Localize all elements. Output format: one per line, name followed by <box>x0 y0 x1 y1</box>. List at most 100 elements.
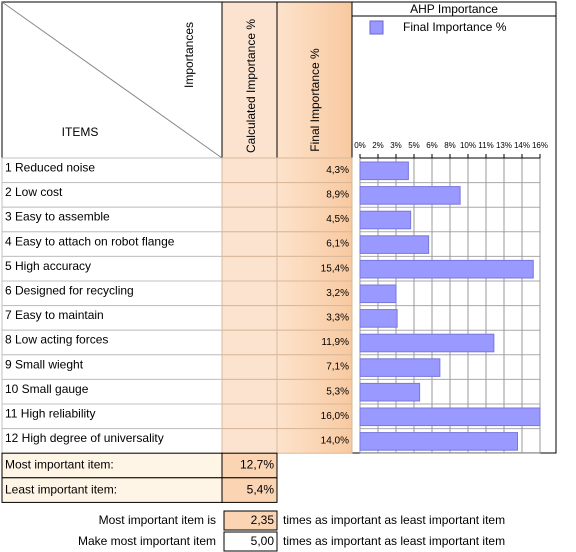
summary-value: 5,4% <box>247 482 275 496</box>
item-label: 11 High reliability <box>5 406 96 420</box>
item-cell <box>1 428 223 454</box>
item-label: 9 Small wieght <box>5 357 84 371</box>
final-cell <box>276 157 353 184</box>
item-label: 10 Small gauge <box>5 382 89 396</box>
x-tick-label: 0% <box>354 141 366 150</box>
item-cell <box>1 182 223 208</box>
bar <box>359 186 461 205</box>
bar <box>359 161 409 181</box>
summary-label: Most important item: <box>5 458 114 472</box>
diagonal <box>1 1 223 159</box>
calc-cell <box>221 329 278 356</box>
calc-cell <box>221 403 278 430</box>
summary-value-cell <box>221 452 278 479</box>
final-value: 3,2% <box>326 288 349 299</box>
final-cell <box>276 329 353 356</box>
summary-label: Least important item: <box>5 482 117 496</box>
final-value: 15,4% <box>321 263 349 274</box>
item-label: 1 Reduced noise <box>5 160 95 174</box>
calc-cell <box>221 231 278 257</box>
item-label: 3 Easy to assemble <box>5 210 110 224</box>
bar <box>359 210 412 230</box>
bar <box>359 235 430 254</box>
bar <box>359 259 534 279</box>
header-label: ITEMS <box>62 125 99 139</box>
bar <box>359 432 518 451</box>
final-value: 8,9% <box>326 190 349 201</box>
ratio-cell <box>223 531 278 552</box>
item-cell <box>1 403 223 430</box>
calc-cell <box>221 428 278 454</box>
item-label: 12 High degree of universality <box>5 431 164 445</box>
x-tick-label: 3% <box>390 141 402 150</box>
calc-cell <box>221 157 278 184</box>
item-label: 6 Designed for recycling <box>5 283 134 297</box>
final-cell <box>276 354 353 380</box>
chart-title: AHP Importance <box>410 2 498 16</box>
bar <box>359 407 541 427</box>
legend-label: Final Importance % <box>403 20 507 34</box>
final-cell <box>276 403 353 430</box>
calc-cell <box>221 305 278 331</box>
final-cell <box>276 182 353 208</box>
ratio-suffix: times as important as least important it… <box>283 534 505 548</box>
bar <box>359 333 495 353</box>
final-cell <box>276 255 353 282</box>
calc-cell <box>221 280 278 307</box>
item-label: 2 Low cost <box>5 185 63 199</box>
final-cell <box>276 231 353 257</box>
final-value: 4,3% <box>326 165 349 176</box>
chart-title-box <box>351 1 557 17</box>
x-tick-label: 10% <box>460 141 476 150</box>
final-cell <box>276 280 353 307</box>
x-tick-label: 16% <box>532 141 548 150</box>
x-tick-label: 5% <box>408 141 420 150</box>
item-label: 8 Low acting forces <box>5 333 108 347</box>
final-value: 4,5% <box>326 214 349 225</box>
header-label: Importances <box>182 22 196 88</box>
final-value: 14,0% <box>321 436 349 447</box>
final-cell <box>276 428 353 454</box>
item-label: 7 Easy to maintain <box>5 308 104 322</box>
ratio-cell <box>223 510 278 531</box>
final-value: 6,1% <box>326 239 349 250</box>
summary-cell <box>1 452 223 479</box>
x-tick-label: 13% <box>496 141 512 150</box>
x-tick-label: 14% <box>514 141 530 150</box>
x-tick-label: 8% <box>444 141 456 150</box>
final-value: 5,3% <box>326 386 349 397</box>
item-cell <box>1 231 223 257</box>
ratio-value: 2,35 <box>251 513 275 527</box>
final-value: 11,9% <box>321 337 349 348</box>
calc-cell <box>221 255 278 282</box>
item-label: 5 High accuracy <box>5 259 91 273</box>
x-tick-label: 6% <box>426 141 438 150</box>
bar <box>359 284 397 304</box>
calc-cell <box>221 182 278 208</box>
x-tick-label: 11% <box>478 141 493 150</box>
final-value: 16,0% <box>321 411 349 422</box>
header-cell <box>221 1 278 159</box>
ratio-label: Most important item is <box>99 513 216 527</box>
calc-cell <box>221 378 278 405</box>
ratio-value: 5,00 <box>251 534 275 548</box>
ratio-label: Make most important item <box>78 534 216 548</box>
x-tick-label: 2% <box>372 141 384 150</box>
item-label: 4 Easy to attach on robot flange <box>5 234 175 248</box>
item-cell <box>1 280 223 307</box>
calc-cell <box>221 206 278 233</box>
header-label: Final Importance % <box>308 48 322 152</box>
header-label: Calculated Importance % <box>244 19 258 153</box>
ratio-suffix: times as important as least important it… <box>283 513 505 527</box>
summary-value: 12,7% <box>240 458 274 472</box>
bar <box>359 358 441 377</box>
final-cell <box>276 305 353 331</box>
final-value: 7,1% <box>326 362 349 373</box>
legend-swatch <box>369 20 384 35</box>
final-cell <box>276 378 353 405</box>
bar <box>359 382 421 402</box>
final-value: 3,3% <box>326 313 349 324</box>
summary-cell <box>1 477 223 503</box>
calc-cell <box>221 354 278 380</box>
